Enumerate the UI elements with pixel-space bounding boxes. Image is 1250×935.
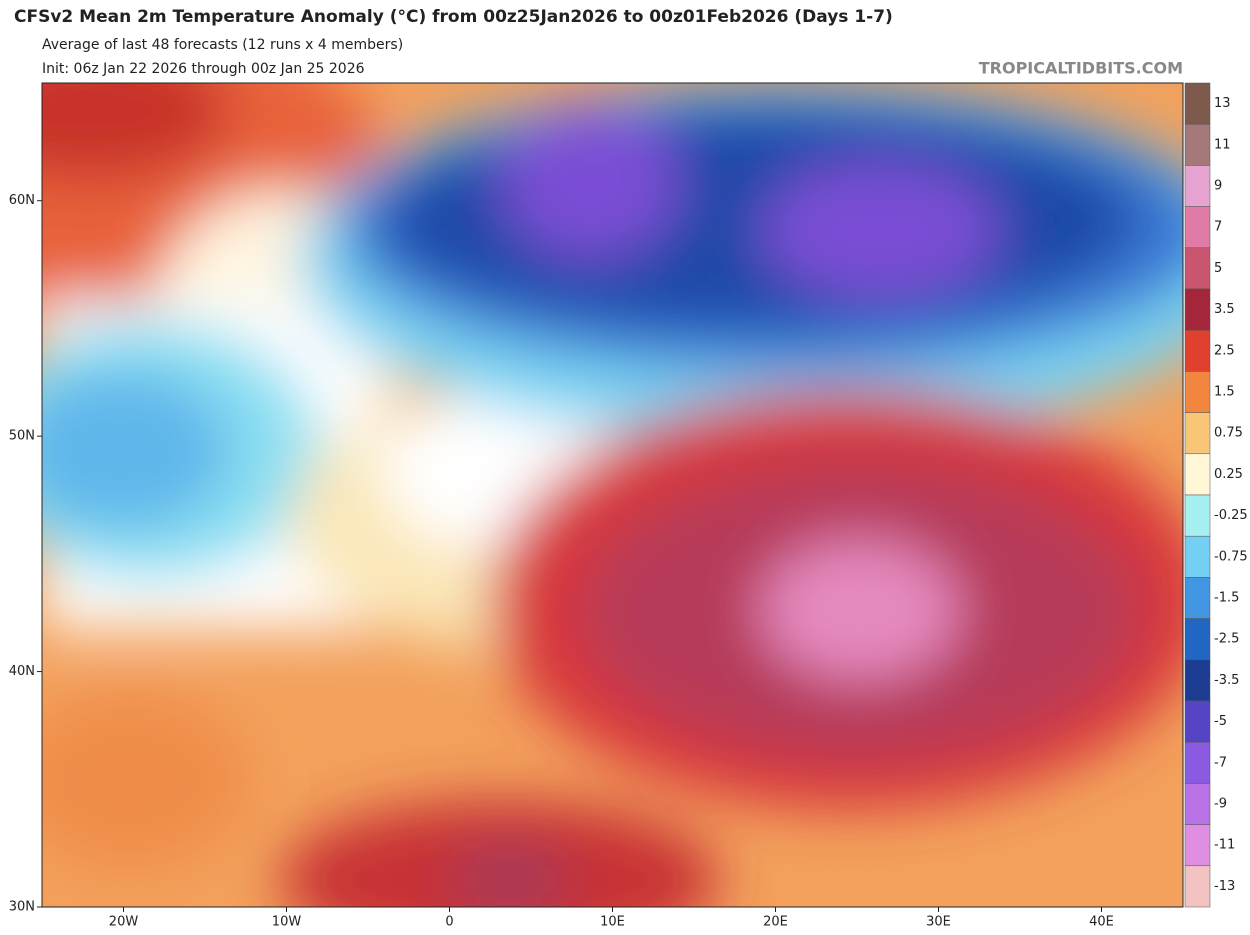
legend-label: 3.5 xyxy=(1214,302,1235,317)
legend-label: -7 xyxy=(1214,755,1227,770)
lon-tick-label: 0 xyxy=(445,915,453,930)
lon-tick-label: 40E xyxy=(1089,915,1114,930)
legend-swatch xyxy=(1184,82,1211,125)
legend-swatch xyxy=(1184,741,1211,784)
legend-label: 0.25 xyxy=(1214,467,1243,482)
legend-swatch xyxy=(1184,824,1211,867)
lon-tick-label: 10W xyxy=(272,915,302,930)
legend-swatch xyxy=(1184,700,1211,743)
lon-tick-label: 20E xyxy=(763,915,788,930)
legend-label: 0.75 xyxy=(1214,426,1243,441)
legend-swatch xyxy=(1184,247,1211,290)
legend-label: 2.5 xyxy=(1214,343,1235,358)
legend-swatch xyxy=(1184,288,1211,331)
legend-label: -0.75 xyxy=(1214,549,1248,564)
legend-swatch xyxy=(1184,535,1211,578)
legend-label: -1.5 xyxy=(1214,591,1239,606)
lat-tick-label: 30N xyxy=(9,900,35,915)
legend-label: 9 xyxy=(1214,179,1222,194)
legend-label: 1.5 xyxy=(1214,385,1235,400)
legend-swatch xyxy=(1184,577,1211,619)
legend-label: -13 xyxy=(1214,879,1235,894)
legend-swatch xyxy=(1184,329,1211,372)
title: CFSv2 Mean 2m Temperature Anomaly (°C) f… xyxy=(14,7,893,27)
lon-tick-label: 20W xyxy=(109,915,139,930)
legend-label: 7 xyxy=(1214,220,1222,235)
legend-label: -5 xyxy=(1214,714,1227,729)
legend-swatch xyxy=(1184,165,1211,207)
legend-swatch xyxy=(1184,865,1211,908)
legend-swatch xyxy=(1184,412,1211,455)
legend-label: 13 xyxy=(1214,96,1231,111)
init-text: Init: 06z Jan 22 2026 through 00z Jan 25… xyxy=(42,61,365,77)
legend-label: -0.25 xyxy=(1214,508,1248,523)
legend-swatch xyxy=(1184,494,1211,537)
anomaly-field xyxy=(42,83,1183,907)
lon-tick-label: 30E xyxy=(926,915,951,930)
legend-swatch xyxy=(1184,618,1211,661)
legend-label: -11 xyxy=(1214,838,1235,853)
legend-swatch xyxy=(1184,123,1211,166)
lat-tick-label: 50N xyxy=(9,429,35,444)
legend-label: -3.5 xyxy=(1214,673,1239,688)
legend-swatch xyxy=(1184,206,1211,249)
watermark: TROPICALTIDBITS.COM xyxy=(979,59,1183,78)
legend-label: 5 xyxy=(1214,261,1222,276)
legend-label: 11 xyxy=(1214,137,1231,152)
legend-swatch xyxy=(1184,453,1211,496)
subtitle: Average of last 48 forecasts (12 runs x … xyxy=(42,37,403,53)
legend-label: -9 xyxy=(1214,797,1227,812)
legend-label: -2.5 xyxy=(1214,632,1239,647)
legend-swatch xyxy=(1184,659,1211,702)
lat-tick-label: 40N xyxy=(9,664,35,679)
lat-tick-label: 60N xyxy=(9,193,35,208)
lon-tick-label: 10E xyxy=(600,915,625,930)
legend-swatch xyxy=(1184,371,1211,413)
legend-swatch xyxy=(1184,783,1211,825)
